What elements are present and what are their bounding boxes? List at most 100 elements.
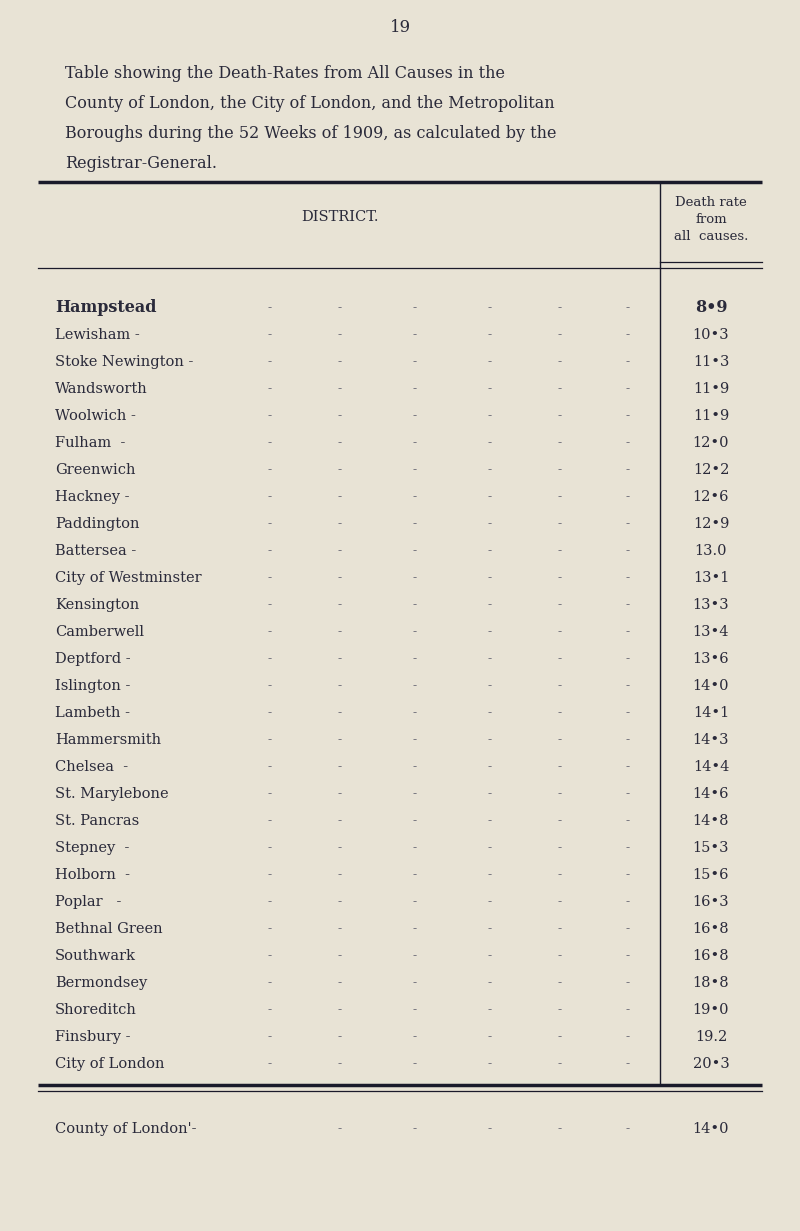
Text: -: - (413, 1057, 417, 1071)
Text: -: - (626, 895, 630, 908)
Text: -: - (413, 949, 417, 963)
Text: -: - (338, 1030, 342, 1044)
Text: -: - (413, 895, 417, 908)
Text: -: - (626, 922, 630, 936)
Text: -: - (488, 922, 492, 936)
Text: -: - (626, 976, 630, 990)
Text: 13•4: 13•4 (693, 625, 730, 639)
Text: -: - (338, 869, 342, 881)
Text: -: - (488, 490, 492, 503)
Text: -: - (268, 490, 272, 503)
Text: -: - (413, 1003, 417, 1017)
Text: -: - (338, 464, 342, 476)
Text: -: - (558, 517, 562, 531)
Text: -: - (413, 869, 417, 881)
Text: -: - (268, 437, 272, 449)
Text: -: - (268, 949, 272, 963)
Text: -: - (413, 571, 417, 585)
Text: Registrar-General.: Registrar-General. (65, 155, 217, 172)
Text: -: - (268, 598, 272, 612)
Text: -: - (488, 383, 492, 395)
Text: -: - (268, 544, 272, 558)
Text: 16•8: 16•8 (693, 922, 730, 936)
Text: -: - (626, 356, 630, 368)
Text: -: - (413, 788, 417, 800)
Text: -: - (338, 842, 342, 854)
Text: -: - (338, 517, 342, 531)
Text: all  causes.: all causes. (674, 230, 748, 243)
Text: -: - (488, 652, 492, 666)
Text: -: - (626, 680, 630, 693)
Text: -: - (626, 949, 630, 963)
Text: 12•2: 12•2 (693, 463, 729, 476)
Text: -: - (338, 895, 342, 908)
Text: Shoreditch: Shoreditch (55, 1003, 137, 1017)
Text: -: - (488, 869, 492, 881)
Text: Stoke Newington -: Stoke Newington - (55, 355, 194, 369)
Text: -: - (413, 680, 417, 693)
Text: Battersea -: Battersea - (55, 544, 136, 558)
Text: -: - (488, 949, 492, 963)
Text: -: - (338, 302, 342, 314)
Text: Bermondsey: Bermondsey (55, 976, 147, 990)
Text: -: - (338, 1003, 342, 1017)
Text: -: - (488, 544, 492, 558)
Text: -: - (338, 571, 342, 585)
Text: -: - (268, 383, 272, 395)
Text: -: - (488, 680, 492, 693)
Text: 14•6: 14•6 (693, 787, 730, 801)
Text: -: - (488, 842, 492, 854)
Text: -: - (558, 598, 562, 612)
Text: 15•3: 15•3 (693, 841, 730, 856)
Text: -: - (268, 625, 272, 639)
Text: -: - (413, 1123, 417, 1135)
Text: -: - (626, 1057, 630, 1071)
Text: -: - (413, 842, 417, 854)
Text: -: - (413, 302, 417, 314)
Text: Kensington: Kensington (55, 598, 139, 612)
Text: Islington -: Islington - (55, 680, 130, 693)
Text: -: - (268, 464, 272, 476)
Text: Hammersmith: Hammersmith (55, 732, 161, 747)
Text: -: - (626, 598, 630, 612)
Text: -: - (488, 734, 492, 746)
Text: -: - (413, 544, 417, 558)
Text: -: - (558, 410, 562, 422)
Text: City of London: City of London (55, 1057, 165, 1071)
Text: Paddington: Paddington (55, 517, 139, 531)
Text: 16•3: 16•3 (693, 895, 730, 908)
Text: 14•0: 14•0 (693, 1121, 730, 1136)
Text: -: - (413, 652, 417, 666)
Text: -: - (626, 383, 630, 395)
Text: -: - (558, 490, 562, 503)
Text: County of London, the City of London, and the Metropolitan: County of London, the City of London, an… (65, 95, 554, 112)
Text: -: - (626, 490, 630, 503)
Text: -: - (338, 410, 342, 422)
Text: -: - (558, 383, 562, 395)
Text: 10•3: 10•3 (693, 327, 730, 342)
Text: 13•6: 13•6 (693, 652, 730, 666)
Text: -: - (413, 922, 417, 936)
Text: -: - (558, 1123, 562, 1135)
Text: Death rate: Death rate (675, 196, 747, 209)
Text: -: - (268, 922, 272, 936)
Text: -: - (558, 788, 562, 800)
Text: -: - (268, 1003, 272, 1017)
Text: Hampstead: Hampstead (55, 299, 157, 316)
Text: -: - (268, 1057, 272, 1071)
Text: 14•8: 14•8 (693, 814, 730, 828)
Text: -: - (626, 652, 630, 666)
Text: -: - (488, 517, 492, 531)
Text: -: - (338, 544, 342, 558)
Text: 14•3: 14•3 (693, 732, 730, 747)
Text: -: - (626, 761, 630, 773)
Text: -: - (338, 949, 342, 963)
Text: -: - (488, 707, 492, 719)
Text: -: - (558, 949, 562, 963)
Text: -: - (268, 895, 272, 908)
Text: -: - (626, 734, 630, 746)
Text: Hackney -: Hackney - (55, 490, 130, 503)
Text: 11•9: 11•9 (693, 382, 729, 396)
Text: -: - (558, 544, 562, 558)
Text: -: - (338, 437, 342, 449)
